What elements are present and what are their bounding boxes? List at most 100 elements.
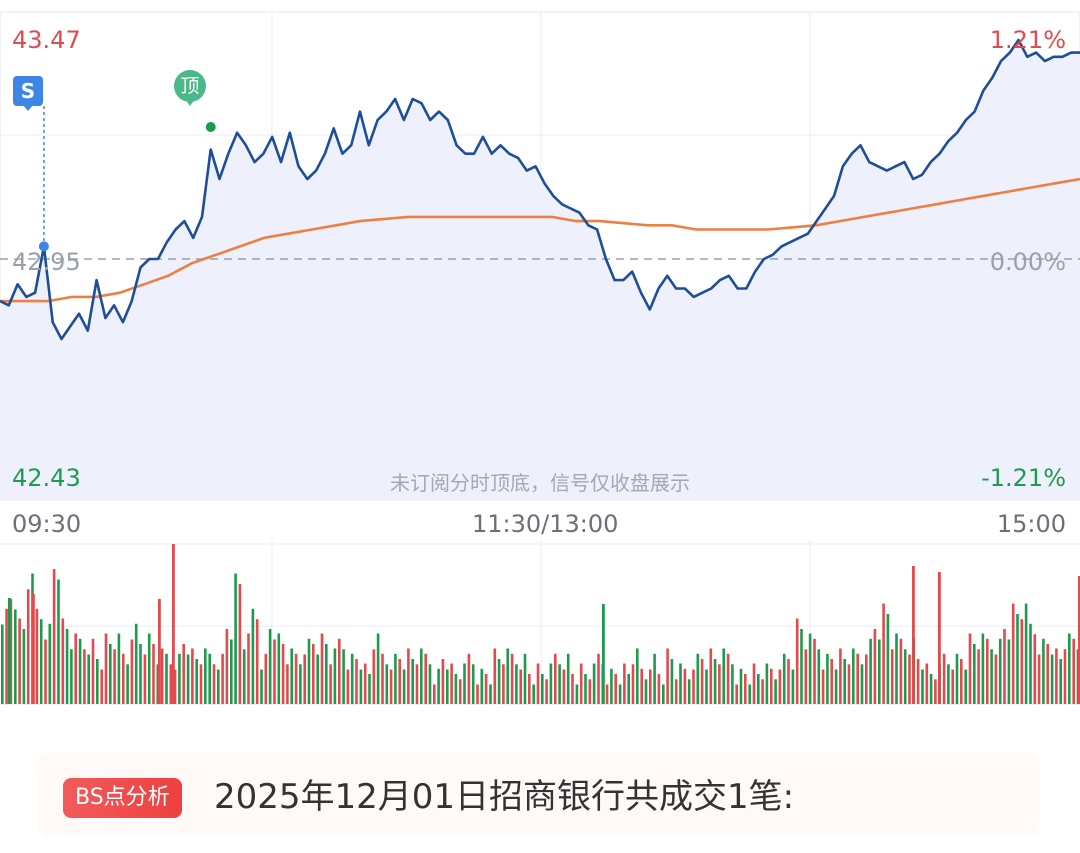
volume-bar bbox=[713, 659, 717, 704]
volume-bar bbox=[35, 608, 39, 705]
volume-bar bbox=[899, 638, 903, 704]
volume-bar bbox=[61, 618, 65, 704]
volume-bar bbox=[204, 648, 207, 704]
volume-bar bbox=[605, 684, 609, 704]
volume-bar bbox=[1024, 603, 1028, 704]
volume-bar bbox=[199, 664, 203, 705]
volume-bar bbox=[312, 644, 315, 704]
volume-bar bbox=[398, 659, 401, 704]
volume-bar bbox=[761, 679, 764, 704]
volume-bar bbox=[592, 663, 596, 704]
volume-bar bbox=[14, 609, 17, 704]
volume-bar bbox=[290, 648, 293, 704]
volume-bar bbox=[895, 633, 898, 704]
volume-bar bbox=[74, 633, 77, 704]
volume-bar bbox=[757, 674, 760, 704]
price-base-label: 42.95 bbox=[12, 248, 81, 276]
volume-bar bbox=[951, 669, 954, 704]
volume-bar bbox=[342, 649, 345, 705]
bs-analysis-card[interactable] bbox=[36, 752, 1040, 836]
volume-bar bbox=[748, 684, 751, 704]
volume-bar bbox=[955, 653, 959, 705]
volume-bar bbox=[363, 663, 367, 704]
volume-bar bbox=[1029, 623, 1032, 704]
top-marker-badge[interactable]: 顶 bbox=[174, 70, 206, 106]
volume-bar bbox=[873, 629, 877, 704]
volume-bar bbox=[238, 584, 242, 704]
volume-bar bbox=[610, 668, 613, 705]
volume-bar bbox=[908, 654, 911, 704]
volume-bar bbox=[18, 618, 21, 704]
volume-bar bbox=[251, 608, 255, 705]
volume-bar bbox=[450, 663, 453, 704]
volume-bar bbox=[325, 644, 328, 704]
volume-bar bbox=[852, 648, 855, 704]
volume-bar bbox=[1033, 634, 1037, 705]
volume-bar bbox=[264, 653, 268, 705]
price-line bbox=[0, 38, 1080, 341]
volume-bar bbox=[558, 664, 561, 705]
volume-bar bbox=[355, 659, 358, 704]
volume-bar bbox=[424, 653, 427, 705]
volume-bar bbox=[878, 639, 881, 704]
volume-bar bbox=[385, 664, 389, 705]
volume-bar bbox=[510, 653, 514, 705]
volume-bar bbox=[627, 674, 630, 704]
volume-bar bbox=[973, 644, 976, 704]
volume-bar bbox=[497, 659, 501, 704]
volume-bar bbox=[631, 664, 635, 705]
volume-bar bbox=[1011, 603, 1015, 704]
volume-bar bbox=[299, 664, 302, 705]
volume-bar bbox=[277, 633, 281, 704]
volume-bar bbox=[990, 649, 993, 705]
pct-low-label: -1.21% bbox=[981, 464, 1066, 492]
volume-bar bbox=[1072, 638, 1075, 704]
volume-bar bbox=[826, 653, 829, 705]
volume-bar bbox=[804, 649, 808, 705]
volume-bar bbox=[506, 648, 509, 704]
volume-bar bbox=[929, 674, 933, 704]
volume-bar bbox=[303, 654, 306, 704]
volume-bar bbox=[1055, 648, 1058, 704]
pct-base-label: 0.00% bbox=[989, 248, 1066, 276]
volume-bar bbox=[458, 679, 462, 704]
volume-bar bbox=[143, 654, 147, 704]
sell-signal-badge[interactable]: S bbox=[13, 76, 43, 111]
volume-bar bbox=[847, 664, 851, 705]
volume-bar bbox=[843, 659, 846, 704]
volume-bar bbox=[247, 633, 250, 704]
volume-bar bbox=[48, 623, 52, 704]
bs-analysis-tag[interactable]: BS点分析 bbox=[63, 778, 182, 818]
volume-bar bbox=[130, 639, 134, 704]
volume-bar bbox=[100, 669, 103, 704]
price-area bbox=[0, 40, 1080, 500]
volume-bar bbox=[221, 653, 224, 705]
volume-bar bbox=[528, 674, 531, 704]
volume-bar bbox=[471, 664, 475, 705]
volume-chart bbox=[0, 540, 1080, 706]
volume-bar bbox=[39, 619, 43, 704]
pct-high-label: 1.21% bbox=[989, 26, 1066, 54]
average-price-line bbox=[0, 177, 1080, 303]
volume-bar bbox=[1020, 619, 1024, 704]
volume-bar bbox=[402, 669, 406, 704]
volume-bar bbox=[320, 633, 324, 704]
volume-bar bbox=[709, 648, 713, 704]
volume-bar bbox=[1046, 644, 1049, 704]
volume-bar bbox=[1016, 614, 1019, 704]
volume-bar bbox=[333, 648, 337, 704]
volume-bar bbox=[381, 653, 384, 705]
volume-bar bbox=[722, 648, 725, 704]
volume-bar bbox=[549, 663, 553, 704]
volume-bar bbox=[562, 669, 566, 704]
volume-bar bbox=[242, 649, 246, 705]
volume-bar bbox=[912, 566, 915, 704]
volume-bar bbox=[182, 644, 185, 704]
volume-bar bbox=[208, 653, 211, 705]
volume-bar bbox=[882, 603, 885, 704]
volume-bar bbox=[532, 684, 535, 704]
volume-bar bbox=[113, 649, 116, 705]
volume-bar bbox=[579, 663, 583, 704]
volume-bar bbox=[152, 644, 155, 704]
volume-bar bbox=[614, 674, 617, 704]
